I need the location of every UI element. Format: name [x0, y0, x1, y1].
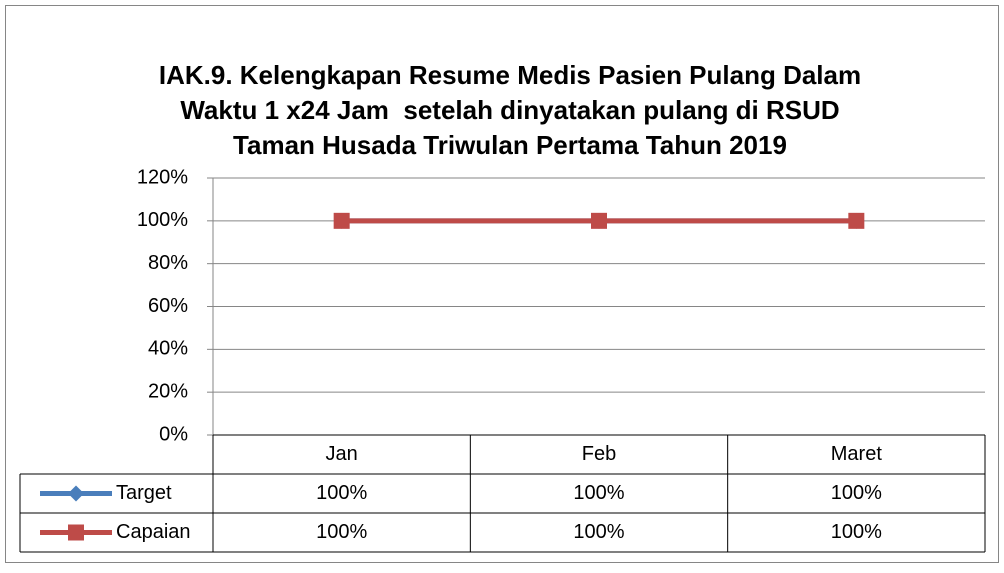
table-value: 100%: [573, 482, 624, 504]
legend-label: Target: [116, 482, 172, 504]
chart-border: [5, 5, 999, 563]
legend-marker: [68, 485, 84, 502]
x-tick-label: Maret: [831, 443, 883, 465]
table-value: 100%: [316, 521, 367, 543]
y-tick-label: 60%: [148, 295, 188, 317]
table-value: 100%: [316, 482, 367, 504]
table-value: 100%: [831, 482, 882, 504]
y-tick-label: 100%: [137, 209, 188, 231]
data-point: [333, 212, 350, 229]
chart-title: Waktu 1 x24 Jam setelah dinyatakan pulan…: [180, 95, 839, 125]
y-tick-label: 80%: [148, 252, 188, 274]
x-tick-label: Feb: [582, 443, 616, 465]
table-value: 100%: [573, 521, 624, 543]
y-tick-label: 0%: [159, 423, 188, 445]
y-tick-label: 40%: [148, 338, 188, 360]
legend-marker: [68, 524, 84, 541]
data-point: [848, 212, 865, 229]
y-tick-label: 20%: [148, 380, 188, 402]
legend-label: Capaian: [116, 521, 191, 543]
table-value: 100%: [831, 521, 882, 543]
chart-title: Taman Husada Triwulan Pertama Tahun 2019: [233, 130, 787, 160]
chart-title: IAK.9. Kelengkapan Resume Medis Pasien P…: [159, 60, 861, 90]
x-tick-label: Jan: [326, 443, 358, 465]
y-tick-label: 120%: [137, 166, 188, 188]
data-point: [591, 212, 607, 229]
